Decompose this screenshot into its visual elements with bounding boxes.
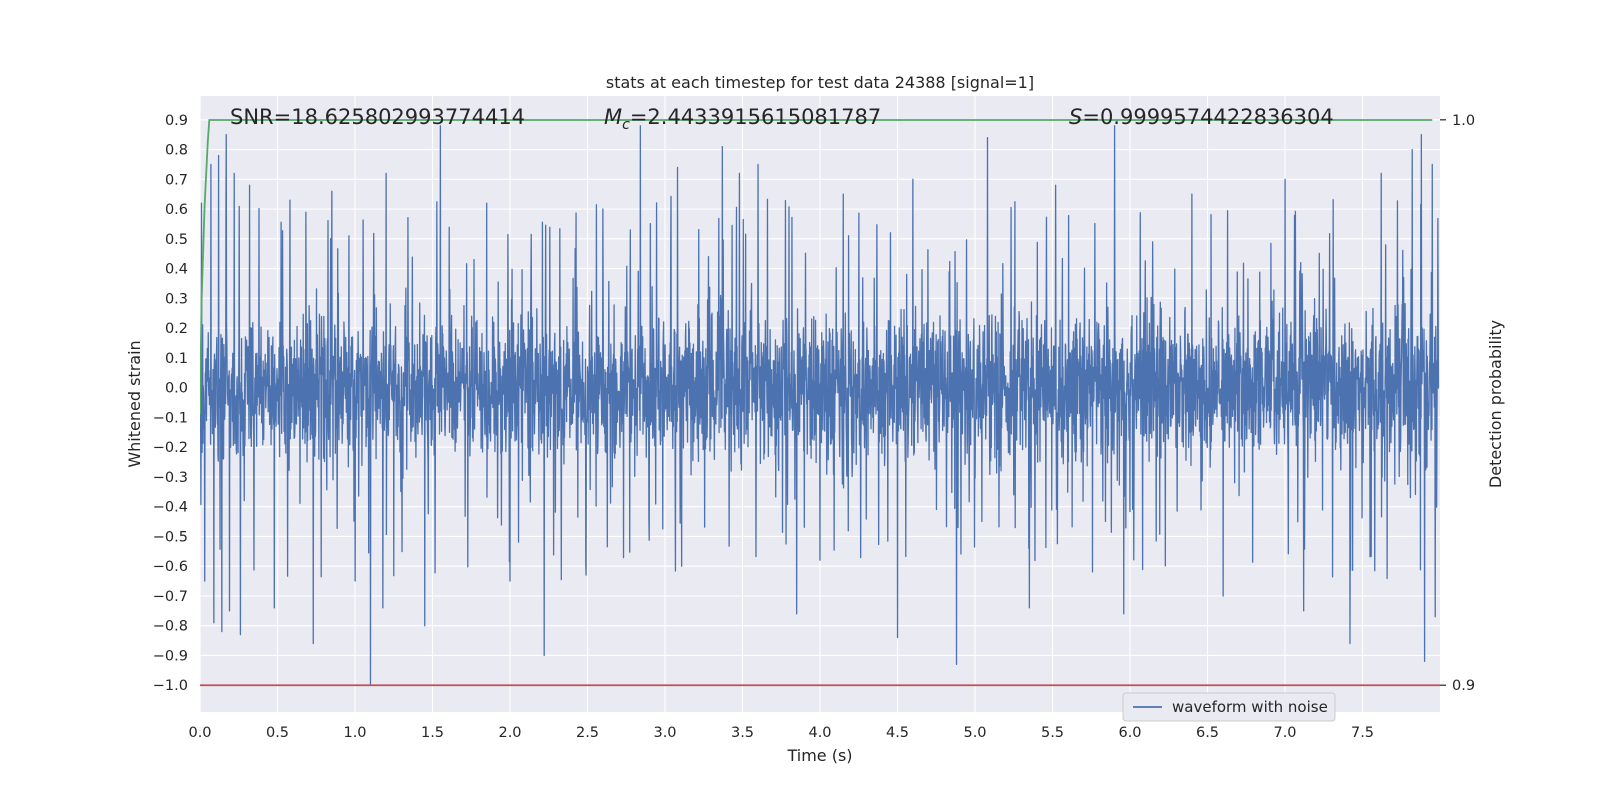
y-axis-ticks: 0.9 0.8 0.7 0.6 0.5 0.4 0.3 0.2 0.1 0.0 −0.1 −0.2 −0… xyxy=(153,113,188,694)
y-tick-label: −1.0 xyxy=(153,678,188,694)
x-tick-label: 5.0 xyxy=(963,725,986,741)
y-tick-label: 0.6 xyxy=(165,202,188,218)
x-tick-label: 4.5 xyxy=(886,725,909,741)
chirp-mass-value: =2.4433915615081787 xyxy=(630,105,881,129)
y-tick-label: −0.1 xyxy=(153,410,188,426)
chart-title: stats at each timestep for test data 243… xyxy=(606,73,1034,92)
x-tick-label: 0.0 xyxy=(188,725,211,741)
x-tick-label: 2.5 xyxy=(576,725,599,741)
x-axis-label: Time (s) xyxy=(786,746,852,765)
score-annotation: S=0.9999574422836304 xyxy=(1069,105,1334,129)
detection-probability-series xyxy=(200,119,1433,414)
y-axis-label: Whitened strain xyxy=(125,340,144,467)
y-tick-label: 0.5 xyxy=(165,232,188,248)
x-tick-label: 0.5 xyxy=(266,725,289,741)
x-tick-label: 6.0 xyxy=(1118,725,1141,741)
score-value: =0.9999574422836304 xyxy=(1082,105,1333,129)
x-tick-label: 7.0 xyxy=(1273,725,1296,741)
y-tick-label: 0.9 xyxy=(165,113,188,129)
y-tick-label: 0.3 xyxy=(165,291,188,307)
x-tick-label: 3.0 xyxy=(653,725,676,741)
x-tick-label: 7.5 xyxy=(1351,725,1374,741)
chirp-mass-annotation: Mc=2.4433915615081787 xyxy=(604,105,881,133)
x-tick-label: 1.5 xyxy=(421,725,444,741)
snr-annotation: SNR=18.625802993774414 xyxy=(230,105,525,129)
right-axis-ticks: 1.0 0.9 xyxy=(1440,113,1475,694)
y2-axis-label: Detection probability xyxy=(1486,320,1505,488)
y-tick-label: −0.5 xyxy=(153,529,188,545)
y-tick-label: −0.6 xyxy=(153,559,188,575)
x-tick-label: 4.0 xyxy=(808,725,831,741)
y-tick-label: 0.0 xyxy=(165,381,188,397)
y2-tick-label: 1.0 xyxy=(1452,113,1475,129)
x-tick-label: 5.5 xyxy=(1041,725,1064,741)
y-tick-label: 0.2 xyxy=(165,321,188,337)
y-tick-label: −0.7 xyxy=(153,589,188,605)
y-tick-label: −0.2 xyxy=(153,440,188,456)
chirp-mass-subscript: c xyxy=(622,117,630,133)
y-tick-label: −0.9 xyxy=(153,648,188,664)
x-tick-label: 2.0 xyxy=(498,725,521,741)
x-tick-label: 1.0 xyxy=(343,725,366,741)
y-tick-label: −0.8 xyxy=(153,619,188,635)
y-tick-label: 0.8 xyxy=(165,143,188,159)
y-tick-label: −0.3 xyxy=(153,470,188,486)
y-tick-label: 0.1 xyxy=(165,351,188,367)
y-tick-label: −0.4 xyxy=(153,500,188,516)
chirp-mass-symbol: M xyxy=(604,105,622,129)
score-symbol: S xyxy=(1069,105,1082,129)
x-tick-label: 3.5 xyxy=(731,725,754,741)
y-tick-label: 0.7 xyxy=(165,172,188,188)
y2-tick-label: 0.9 xyxy=(1452,678,1475,694)
x-axis-ticks: 0.0 0.5 1.0 1.5 2.0 2.5 3.0 3.5 4.0 4.5 5.0 5.5 6.0 6… xyxy=(188,725,1374,741)
y-tick-label: 0.4 xyxy=(165,262,188,278)
legend-label: waveform with noise xyxy=(1172,698,1328,716)
legend: waveform with noise xyxy=(1122,692,1336,722)
waveform-series xyxy=(200,125,1440,686)
x-tick-label: 6.5 xyxy=(1196,725,1219,741)
